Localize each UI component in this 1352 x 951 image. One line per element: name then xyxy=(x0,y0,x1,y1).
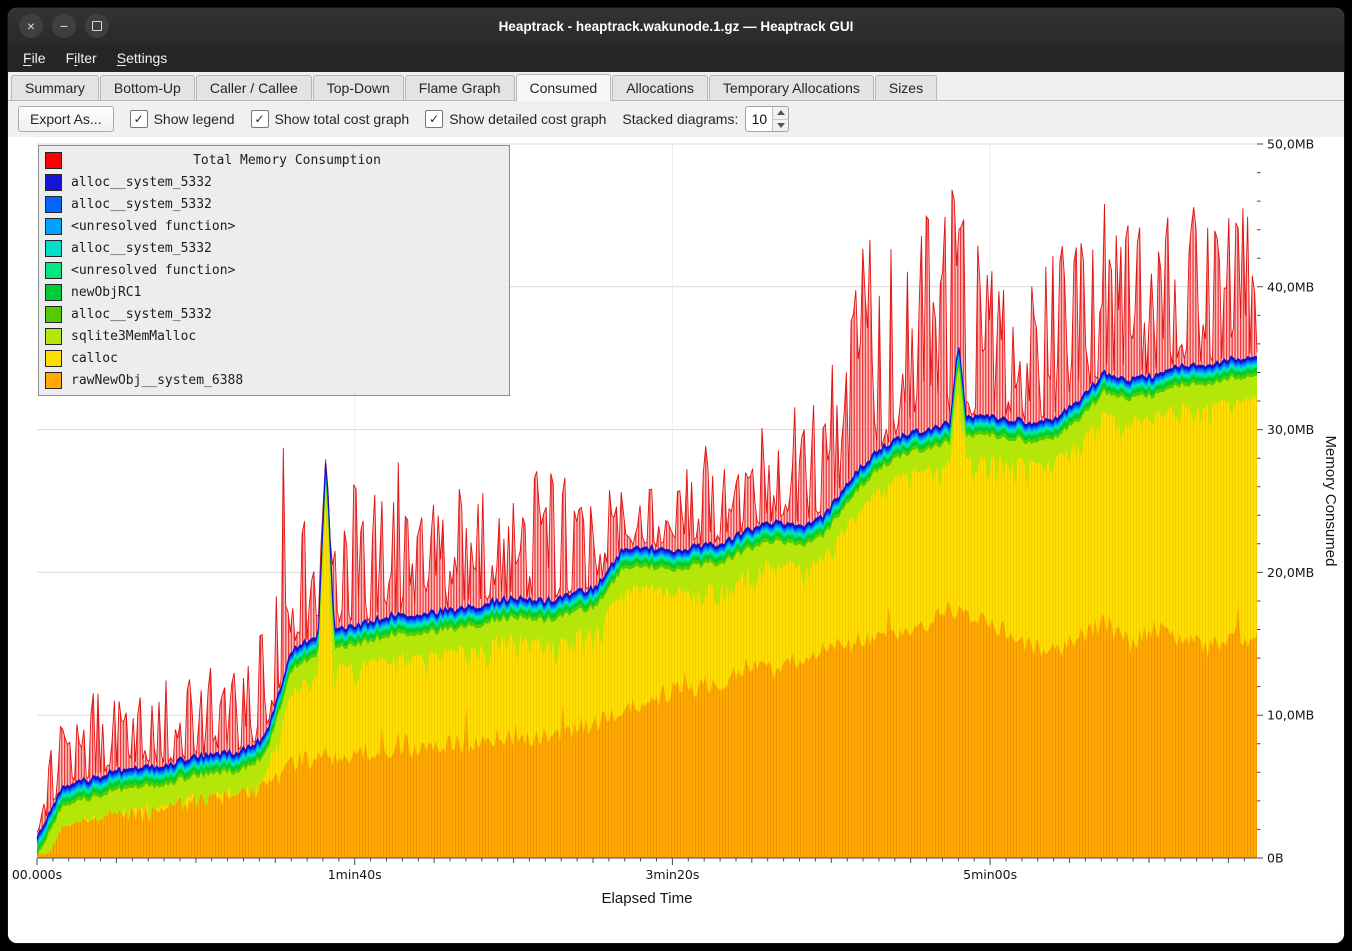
window-title: Heaptrack - heaptrack.wakunode.1.gz — He… xyxy=(498,18,854,34)
checkbox-show-detailed-cost-graph[interactable]: ✓ Show detailed cost graph xyxy=(425,110,606,128)
checkbox-show-total-cost-graph[interactable]: ✓ Show total cost graph xyxy=(250,110,410,128)
legend-item: newObjRC1 xyxy=(39,281,509,303)
legend-item: sqlite3MemMalloc xyxy=(39,325,509,347)
checkbox-label: Show detailed cost graph xyxy=(449,111,607,127)
legend-item: calloc xyxy=(39,347,509,369)
close-button[interactable]: × xyxy=(19,14,43,38)
tab-consumed[interactable]: Consumed xyxy=(515,74,612,101)
legend-item: alloc__system_5332 xyxy=(39,193,509,215)
legend-item: rawNewObj__system_6388 xyxy=(39,369,509,391)
stacked-diagrams-value[interactable]: 10 xyxy=(751,111,768,127)
x-axis-title: Elapsed Time xyxy=(601,890,693,907)
legend-item: alloc__system_5332 xyxy=(39,237,509,259)
legend-swatch xyxy=(45,261,62,279)
checkbox-label: Show total cost graph xyxy=(274,111,410,127)
legend-label: newObjRC1 xyxy=(71,284,142,300)
tab-caller-callee[interactable]: Caller / Callee xyxy=(195,75,312,100)
svg-text:50,0MB: 50,0MB xyxy=(1267,137,1314,152)
legend-label: <unresolved function> xyxy=(71,218,236,234)
svg-text:20,0MB: 20,0MB xyxy=(1267,565,1314,580)
spinner-down-button[interactable] xyxy=(773,119,789,131)
spinner-up-button[interactable] xyxy=(773,107,789,120)
title-bar[interactable]: × − Heaptrack - heaptrack.wakunode.1.gz … xyxy=(8,8,1344,44)
legend-swatch xyxy=(45,305,62,323)
tab-sizes[interactable]: Sizes xyxy=(874,75,938,100)
legend-swatch xyxy=(45,327,62,345)
svg-text:00.000s: 00.000s xyxy=(12,867,62,882)
svg-text:3min20s: 3min20s xyxy=(645,867,699,882)
tab-summary[interactable]: Summary xyxy=(11,75,99,100)
legend-swatch xyxy=(45,283,62,301)
svg-text:30,0MB: 30,0MB xyxy=(1267,422,1314,437)
checkbox-show-legend[interactable]: ✓ Show legend xyxy=(129,110,235,128)
legend-label: rawNewObj__system_6388 xyxy=(71,372,244,388)
legend-title-swatch xyxy=(45,151,62,169)
chevron-up-icon xyxy=(776,110,785,116)
tab-temporary-allocations[interactable]: Temporary Allocations xyxy=(708,75,874,100)
checkbox-checked-icon: ✓ xyxy=(425,110,444,128)
tab-top-down[interactable]: Top-Down xyxy=(312,75,404,100)
stacked-diagrams-spinner[interactable]: 10 xyxy=(745,106,790,132)
legend-swatch xyxy=(45,239,62,257)
chart-legend: Total Memory Consumption alloc__system_5… xyxy=(38,145,510,396)
legend-swatch xyxy=(45,371,62,389)
legend-label: alloc__system_5332 xyxy=(71,174,212,190)
checkbox-checked-icon: ✓ xyxy=(129,110,148,128)
chevron-down-icon xyxy=(776,122,785,128)
legend-label: <unresolved function> xyxy=(71,262,236,278)
maximize-button[interactable] xyxy=(85,14,109,38)
minimize-button[interactable]: − xyxy=(52,14,76,38)
stacked-diagrams-control: Stacked diagrams: 10 xyxy=(622,106,790,132)
menu-item-filter[interactable]: Filter xyxy=(65,50,97,66)
window-controls: × − xyxy=(8,14,109,38)
consumed-chart[interactable]: 00.000s 1min40s 3min20s 5min00s 0B 10,0MB 20,0… xyxy=(8,137,1344,943)
legend-label: calloc xyxy=(71,350,118,366)
stacked-diagrams-label: Stacked diagrams: xyxy=(622,111,739,127)
svg-text:1min40s: 1min40s xyxy=(328,867,382,882)
menu-item-settings[interactable]: Settings xyxy=(116,50,168,66)
checkbox-label: Show legend xyxy=(153,111,235,127)
legend-swatch xyxy=(45,349,62,367)
close-icon: × xyxy=(26,18,36,34)
legend-label: alloc__system_5332 xyxy=(71,196,212,212)
maximize-icon xyxy=(92,21,102,31)
legend-swatch xyxy=(45,195,62,213)
legend-swatch xyxy=(45,173,62,191)
tab-allocations[interactable]: Allocations xyxy=(612,75,708,100)
minimize-icon: − xyxy=(59,18,69,34)
legend-label: alloc__system_5332 xyxy=(71,240,212,256)
legend-swatch xyxy=(45,217,62,235)
tab-bottom-up[interactable]: Bottom-Up xyxy=(99,75,195,100)
toolbar: Export As... ✓ Show legend ✓ Show total … xyxy=(8,101,1344,137)
legend-item: alloc__system_5332 xyxy=(39,171,509,193)
svg-text:5min00s: 5min00s xyxy=(963,867,1017,882)
legend-item: alloc__system_5332 xyxy=(39,303,509,325)
checkbox-checked-icon: ✓ xyxy=(250,110,269,128)
legend-item: <unresolved function> xyxy=(39,259,509,281)
svg-text:10,0MB: 10,0MB xyxy=(1267,708,1314,723)
legend-title-row: Total Memory Consumption xyxy=(39,149,509,171)
stacked-areas xyxy=(36,189,1258,858)
menu-item-file[interactable]: File xyxy=(23,50,46,66)
spinner-buttons xyxy=(772,107,789,131)
legend-entries: alloc__system_5332 alloc__system_5332 <unr… xyxy=(39,171,509,391)
tab-bar: Summary Bottom-Up Caller / Callee Top-Do… xyxy=(8,72,1344,101)
tab-flame-graph[interactable]: Flame Graph xyxy=(404,75,515,100)
legend-label: sqlite3MemMalloc xyxy=(71,328,197,344)
legend-label: alloc__system_5332 xyxy=(71,306,212,322)
legend-title: Total Memory Consumption xyxy=(193,152,381,168)
memory-consumption-plot[interactable]: 00.000s 1min40s 3min20s 5min00s 0B 10,0MB 20,0… xyxy=(8,137,1344,943)
legend-item: <unresolved function> xyxy=(39,215,509,237)
heaptrack-window: × − Heaptrack - heaptrack.wakunode.1.gz … xyxy=(8,8,1344,943)
svg-text:40,0MB: 40,0MB xyxy=(1267,279,1314,294)
menu-bar: File Filter Settings xyxy=(8,44,1344,72)
y-axis-title: Memory Consumed xyxy=(1322,435,1339,567)
axes: 00.000s 1min40s 3min20s 5min00s 0B 10,0MB 20,0… xyxy=(12,137,1314,882)
export-as-button[interactable]: Export As... xyxy=(18,106,114,132)
svg-text:0B: 0B xyxy=(1267,851,1284,866)
